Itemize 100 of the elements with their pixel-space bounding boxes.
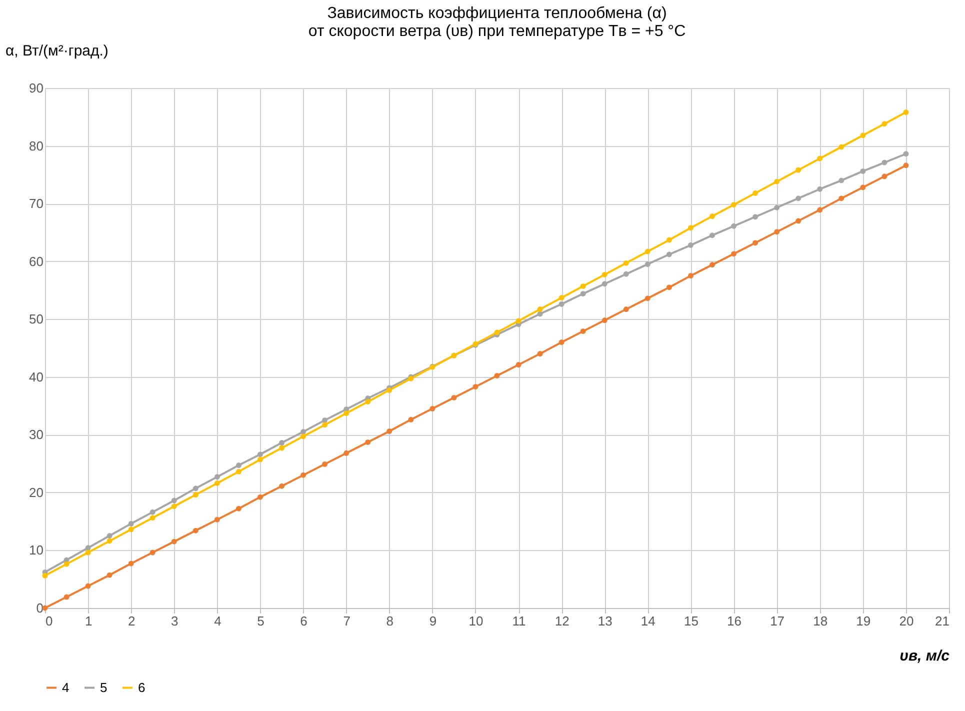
point <box>602 281 608 287</box>
legend-label: 6 <box>138 680 146 695</box>
point <box>516 318 522 324</box>
point <box>774 178 780 184</box>
point <box>666 237 672 243</box>
point <box>322 417 328 423</box>
point <box>344 450 350 456</box>
x-tick-label: 11 <box>512 614 526 628</box>
point <box>644 248 650 254</box>
point <box>322 422 328 428</box>
x-tick-label: 15 <box>684 614 698 628</box>
y-tick-label: 30 <box>29 427 44 442</box>
point <box>580 283 586 289</box>
point <box>150 515 156 521</box>
point <box>171 498 177 504</box>
y-tick-label: 70 <box>29 196 44 212</box>
point <box>344 410 350 416</box>
point <box>192 486 198 492</box>
point <box>580 328 586 334</box>
point <box>64 561 70 567</box>
x-tick-label: 14 <box>640 614 656 628</box>
x-tick-label: 20 <box>899 614 914 628</box>
point <box>710 262 715 268</box>
point <box>128 520 134 526</box>
x-tick-label: 3 <box>171 614 178 628</box>
legend-label: 4 <box>62 680 70 695</box>
point <box>85 583 91 589</box>
x-tick-label: 1 <box>84 614 92 628</box>
x-tick-label: 18 <box>813 614 828 628</box>
point <box>300 434 306 440</box>
point <box>838 196 844 202</box>
point <box>860 132 866 138</box>
point <box>623 260 629 266</box>
point <box>752 190 758 196</box>
point <box>85 550 91 556</box>
y-tick-label: 90 <box>29 80 44 96</box>
point <box>644 261 650 267</box>
point <box>558 339 564 345</box>
point <box>580 290 586 296</box>
point <box>688 273 694 279</box>
point <box>106 572 112 578</box>
point <box>150 509 156 515</box>
point <box>365 439 371 445</box>
point <box>860 184 866 190</box>
point <box>731 202 736 208</box>
point <box>817 207 823 213</box>
y-tick-label: 40 <box>29 369 44 384</box>
y-tick-label: 60 <box>29 254 44 269</box>
point <box>903 151 909 157</box>
point <box>558 295 564 300</box>
point <box>602 318 608 323</box>
point <box>623 306 629 312</box>
x-tick-label: 4 <box>214 614 222 628</box>
x-tick-label: 17 <box>770 614 785 628</box>
y-tick-label: 50 <box>29 312 44 327</box>
point <box>300 472 306 478</box>
point <box>106 533 112 539</box>
point <box>128 526 134 532</box>
x-tick-label: 13 <box>598 614 612 628</box>
point <box>882 174 888 180</box>
point <box>731 251 736 257</box>
point <box>494 373 500 378</box>
point <box>796 218 802 224</box>
x-tick-label: 21 <box>935 614 950 628</box>
point <box>644 296 650 302</box>
point <box>236 462 242 468</box>
point <box>774 204 780 210</box>
y-tick-label: 10 <box>29 542 44 558</box>
point <box>710 232 715 238</box>
x-tick-label: 2 <box>128 614 136 628</box>
chart-title: Зависимость коэффициента теплообмена (α) от скорости ветра (υв) при температуре Tв = +5 °C <box>308 5 686 40</box>
point <box>796 167 802 173</box>
point <box>279 445 284 451</box>
point <box>710 214 715 219</box>
point <box>688 242 694 248</box>
point <box>817 186 823 192</box>
point <box>688 225 694 231</box>
point <box>128 560 134 566</box>
point <box>602 272 608 278</box>
point <box>171 538 177 544</box>
point <box>171 504 177 510</box>
x-tick-label: 5 <box>257 614 264 628</box>
point <box>42 572 48 578</box>
point <box>430 406 436 412</box>
point <box>774 229 780 235</box>
point <box>451 394 457 400</box>
point <box>666 284 672 290</box>
point <box>882 160 888 166</box>
point <box>882 121 888 127</box>
point <box>903 162 909 168</box>
point <box>666 252 672 258</box>
point <box>214 516 220 522</box>
x-tick-label: 0 <box>46 614 53 628</box>
point <box>838 178 844 184</box>
point <box>838 144 844 150</box>
point <box>731 223 736 229</box>
x-tick-label: 10 <box>468 614 484 628</box>
point <box>214 480 220 486</box>
point <box>258 456 263 462</box>
point <box>752 214 758 220</box>
